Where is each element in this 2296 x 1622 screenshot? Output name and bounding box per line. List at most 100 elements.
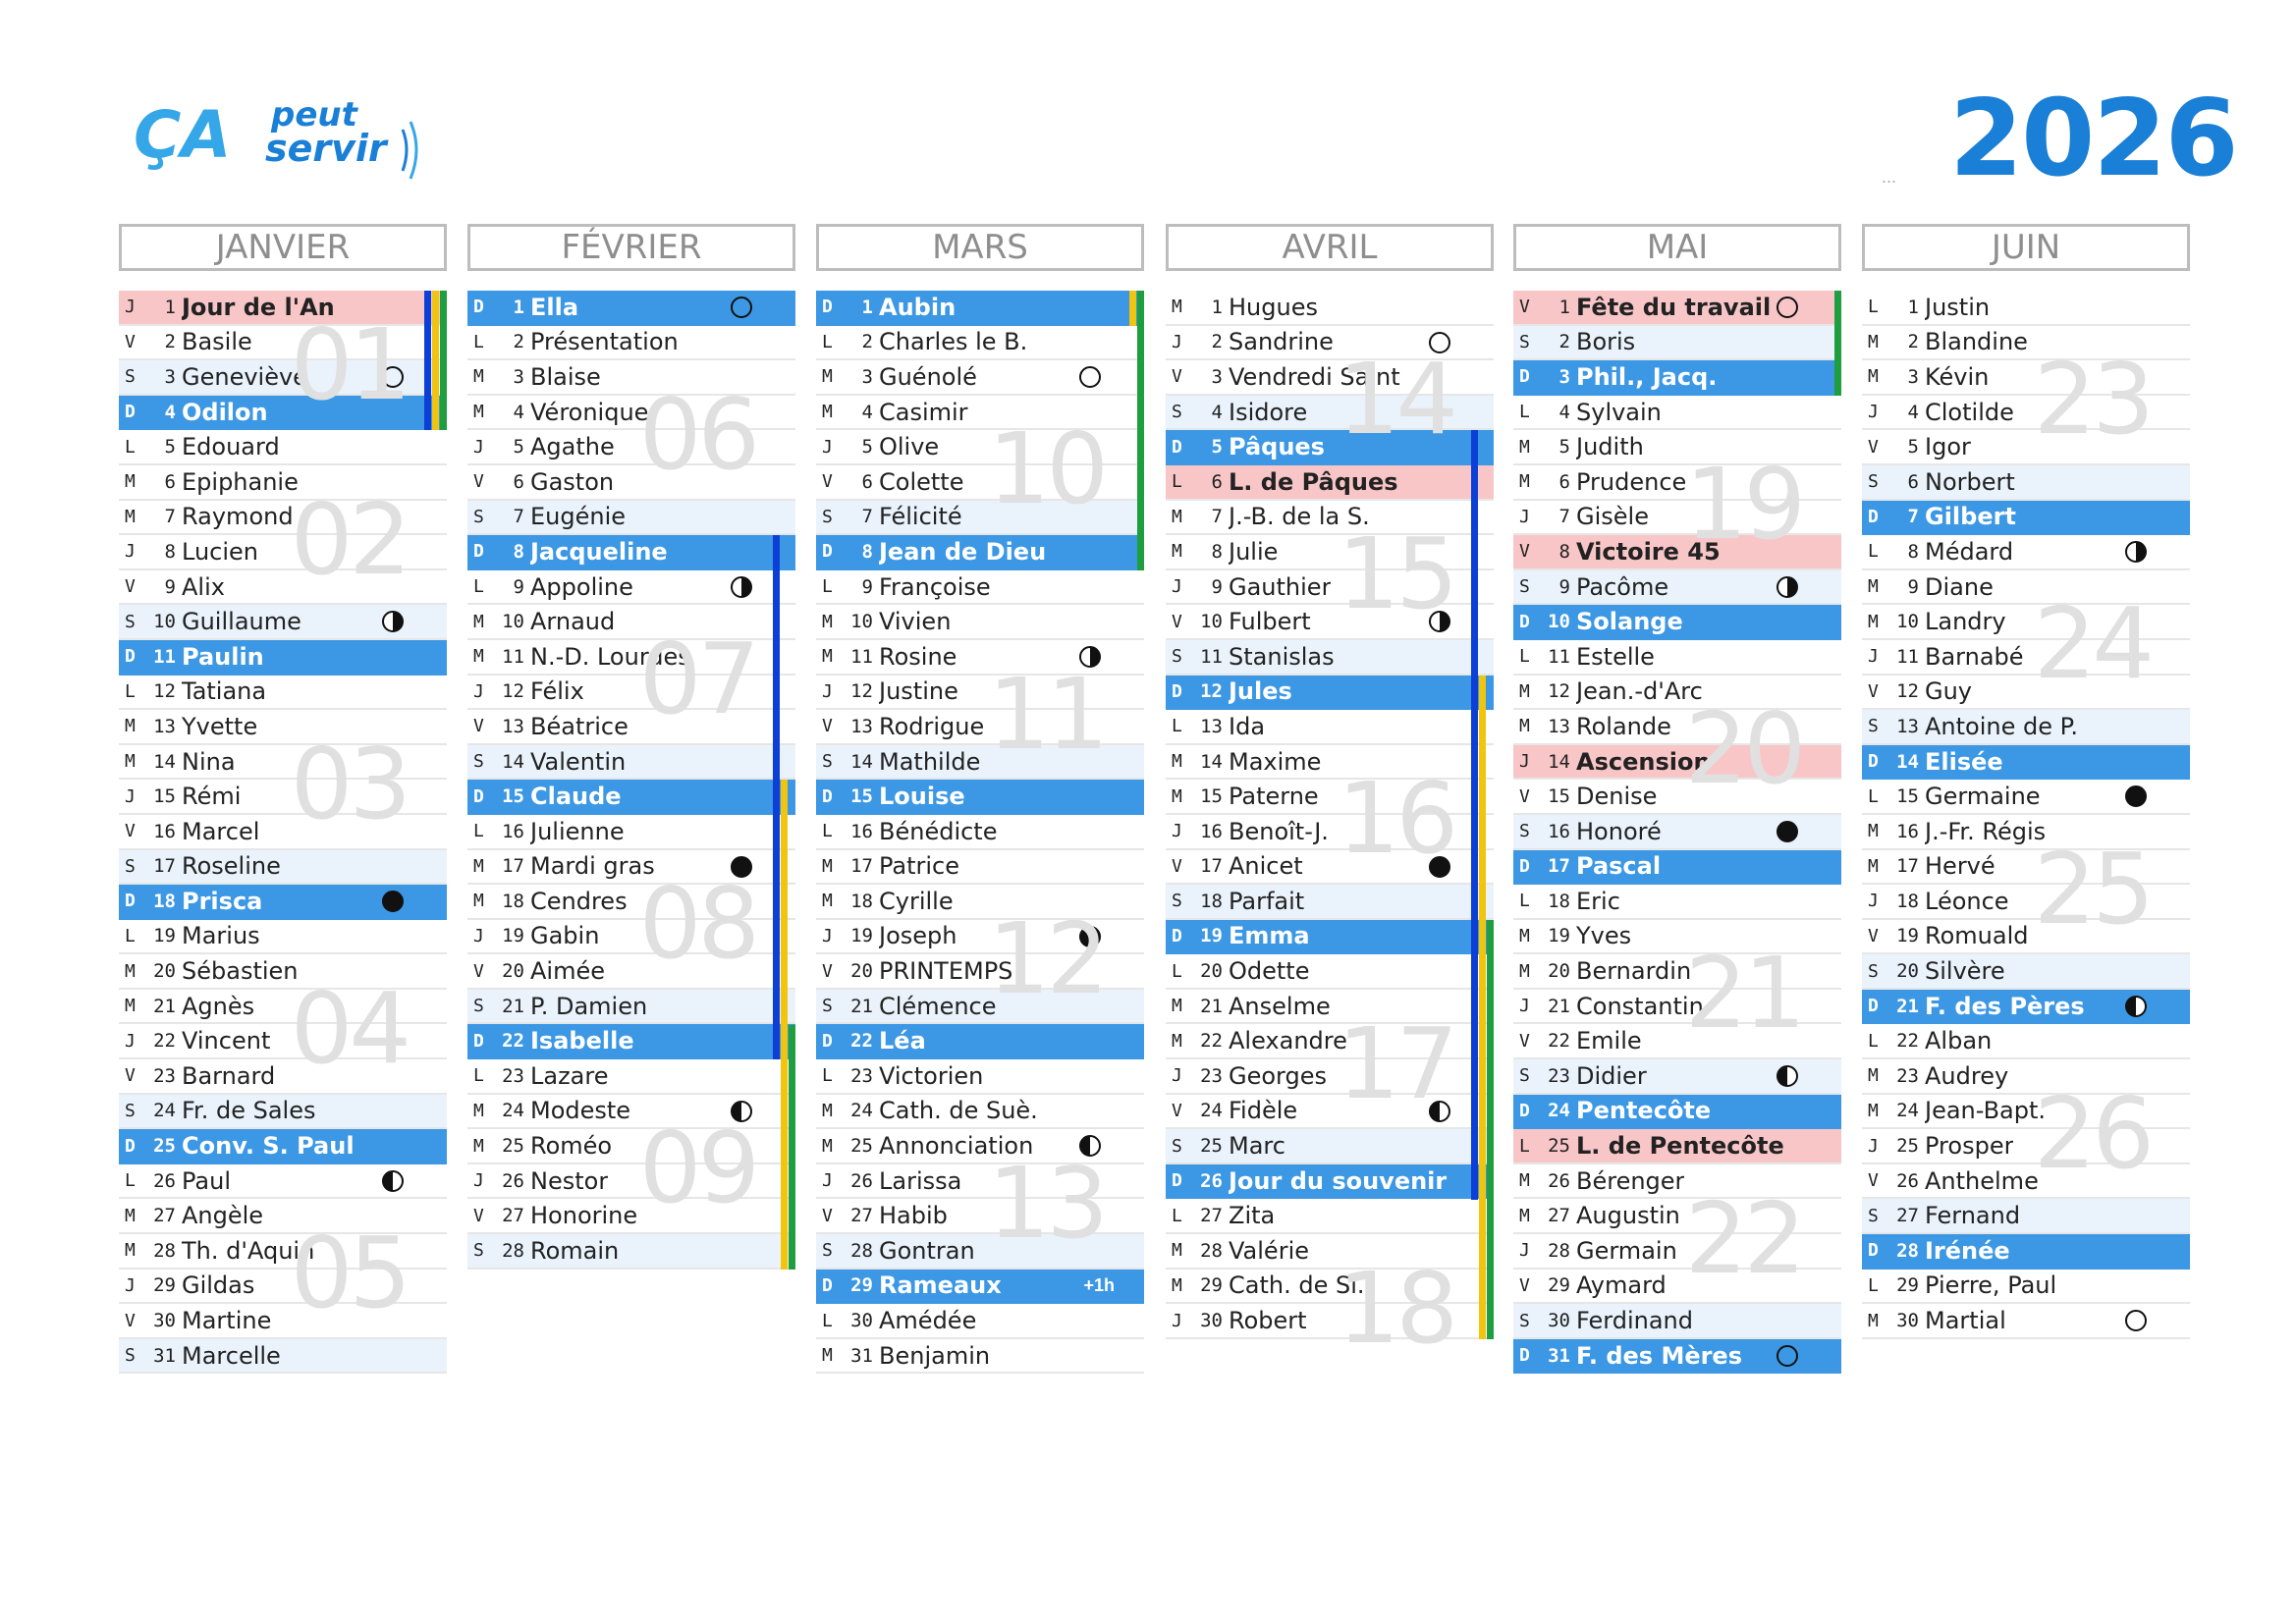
saint-name: Marius <box>182 922 260 950</box>
saint-name: F. des Mères <box>1576 1341 1742 1370</box>
day-number: 29 <box>153 1274 176 1297</box>
day-row: J 25 Prosper <box>1862 1129 2190 1164</box>
day-number: 28 <box>153 1239 176 1262</box>
saint-name: Julienne <box>530 817 625 845</box>
last-quarter-moon-icon <box>1777 1065 1798 1088</box>
saint-name: Silvère <box>1925 957 2005 986</box>
weekday-letter: S <box>1172 402 1182 423</box>
day-row: L 4 Sylvain <box>1513 396 1841 431</box>
day-number: 10 <box>850 611 873 633</box>
day-number: 4 <box>1907 401 1919 423</box>
day-number: 24 <box>1200 1100 1223 1122</box>
holiday-zone-bar-green <box>1137 291 1144 570</box>
day-number: 3 <box>861 365 873 388</box>
day-row: D 22 Isabelle <box>467 1024 795 1060</box>
saint-name: Claude <box>530 783 622 811</box>
day-number: 7 <box>1211 506 1223 528</box>
saint-name: Léa <box>879 1027 926 1055</box>
weekday-letter: D <box>1519 366 1530 388</box>
day-number: 23 <box>502 1064 524 1087</box>
day-number: 26 <box>850 1169 873 1192</box>
day-number: 15 <box>1548 785 1570 808</box>
weekday-letter: J <box>1172 1065 1182 1087</box>
day-row: M 3 Kévin <box>1862 360 2190 396</box>
day-number: 1 <box>1211 296 1223 318</box>
day-number: 3 <box>1558 365 1570 388</box>
saint-name: Conv. S. Paul <box>182 1132 355 1161</box>
saint-name: Larissa <box>879 1166 962 1195</box>
saint-name: Jour du souvenir <box>1229 1166 1448 1195</box>
weekday-letter: S <box>1868 716 1879 737</box>
day-row: M 17 Hervé <box>1862 850 2190 886</box>
day-number: 2 <box>1558 331 1570 353</box>
day-row: S 31 Marcelle <box>119 1338 447 1375</box>
day-number: 13 <box>502 715 524 737</box>
weekday-letter: J <box>125 785 136 807</box>
month-header: MAI <box>1513 224 1841 271</box>
day-number: 24 <box>153 1100 176 1122</box>
day-number: 7 <box>861 506 873 528</box>
day-row: S 16 Honoré <box>1513 814 1841 850</box>
day-number: 17 <box>1200 855 1223 878</box>
saint-name: Béatrice <box>530 712 629 740</box>
day-number: 18 <box>1200 890 1223 912</box>
day-number: 16 <box>1548 820 1570 842</box>
day-number: 16 <box>1896 820 1919 842</box>
weekday-letter: J <box>1172 1310 1182 1331</box>
weekday-letter: S <box>125 366 136 388</box>
weekday-letter: M <box>1868 331 1879 352</box>
saint-name: Didier <box>1576 1061 1647 1090</box>
day-list: D 1 Aubin L 2 Charles le B. M 3 Guénolé M 4 Casimir… <box>816 291 1144 1375</box>
day-number: 11 <box>1548 645 1570 668</box>
saint-name: Jacqueline <box>530 537 668 566</box>
day-number: 5 <box>1211 436 1223 459</box>
weekday-letter: L <box>473 1065 484 1087</box>
day-number: 18 <box>1896 890 1919 912</box>
saint-name: Fidèle <box>1229 1097 1298 1125</box>
weekday-letter: M <box>1519 716 1530 737</box>
saint-name: Nestor <box>530 1166 609 1195</box>
day-row: M 20 Sébastien <box>119 954 447 990</box>
weekday-letter: M <box>1868 855 1879 877</box>
weekday-letter: D <box>822 1274 833 1296</box>
weekday-letter: J <box>1519 1240 1530 1262</box>
saint-name: Aymard <box>1576 1271 1667 1300</box>
saint-name: Habib <box>879 1202 948 1230</box>
day-number: 20 <box>1548 960 1570 983</box>
saint-name: Guy <box>1925 677 1973 706</box>
weekday-letter: J <box>1519 751 1530 773</box>
saint-name: Epiphanie <box>182 467 299 496</box>
day-number: 28 <box>1548 1239 1570 1262</box>
saint-name: Marcel <box>182 817 260 845</box>
saint-name: Fulbert <box>1229 608 1311 636</box>
day-row: L 29 Pierre, Paul <box>1862 1270 2190 1305</box>
saint-name: Mathilde <box>879 747 981 776</box>
weekday-letter: J <box>473 1170 484 1192</box>
day-row: D 24 Pentecôte <box>1513 1094 1841 1130</box>
day-number: 31 <box>1548 1344 1570 1367</box>
day-row: J 30 Robert <box>1166 1304 1494 1339</box>
saint-name: Audrey <box>1925 1061 2009 1090</box>
saint-name: Rolande <box>1576 712 1671 740</box>
day-number: 19 <box>1200 925 1223 947</box>
day-number: 12 <box>1896 680 1919 703</box>
weekday-letter: M <box>125 996 136 1017</box>
saint-name: Mardi gras <box>530 852 655 881</box>
saint-name: Jules <box>1229 677 1292 706</box>
weekday-letter: V <box>1519 297 1530 318</box>
weekday-letter: D <box>1868 506 1879 527</box>
saint-name: Sandrine <box>1229 328 1334 356</box>
saint-name: Aimée <box>530 957 605 986</box>
saint-name: Félix <box>530 677 584 706</box>
weekday-letter: M <box>1172 751 1182 773</box>
day-number: 15 <box>1896 785 1919 808</box>
day-row: J 22 Vincent <box>119 1024 447 1060</box>
weekday-letter: V <box>822 471 833 493</box>
day-row: J 1 Jour de l'An <box>119 291 447 326</box>
weekday-letter: J <box>1172 576 1182 598</box>
day-row: L 15 Germaine <box>1862 780 2190 815</box>
saint-name: Ascension <box>1576 747 1711 776</box>
weekday-letter: L <box>473 576 484 598</box>
weekday-letter: D <box>1172 1170 1182 1192</box>
day-number: 9 <box>164 575 176 598</box>
